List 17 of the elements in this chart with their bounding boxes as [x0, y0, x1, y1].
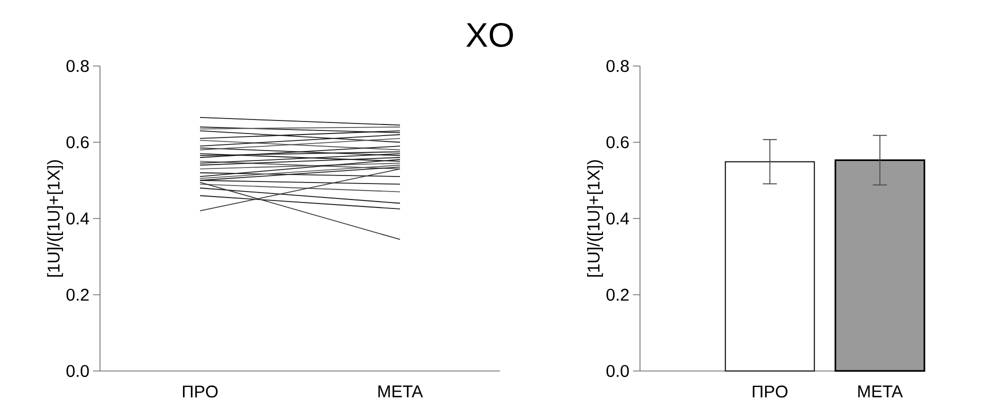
y-tick-label: 0.4 — [66, 212, 89, 225]
y-axis-title: [1U]/([1U]+[1X]) — [47, 160, 63, 277]
chart-title: ΧΟ — [466, 22, 513, 48]
x-tick-label: ΜΕΤΑ — [378, 386, 423, 398]
x-tick-label: ΠΡΟ — [752, 386, 788, 398]
y-tick-label: 0.8 — [606, 60, 629, 72]
y-tick-label: 0.6 — [66, 136, 89, 148]
y-tick-label: 0.4 — [606, 212, 629, 225]
y-tick-label: 0.8 — [66, 60, 89, 72]
y-tick-label: 0.0 — [606, 364, 629, 378]
y-tick-label: 0.2 — [606, 288, 629, 301]
y-tick-label: 0.2 — [66, 288, 89, 301]
y-axis-title: [1U]/([1U]+[1X]) — [587, 160, 603, 277]
y-tick-label: 0.0 — [66, 364, 89, 378]
x-tick-label: ΠΡΟ — [182, 386, 218, 398]
y-tick-label: 0.6 — [606, 136, 629, 148]
x-tick-label: ΜΕΤΑ — [858, 386, 903, 398]
